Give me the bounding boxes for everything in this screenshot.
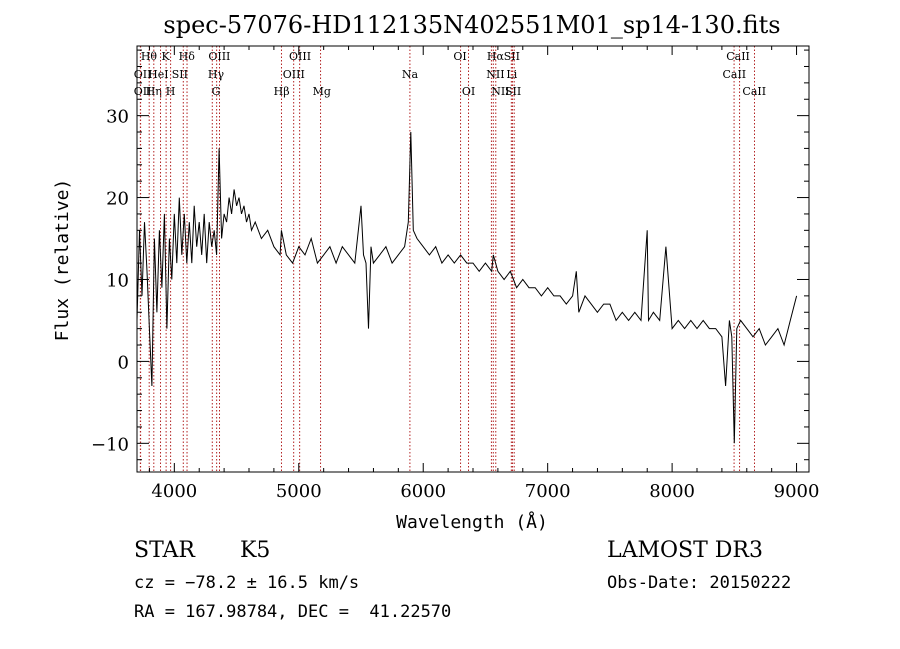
marker-label: HeI bbox=[148, 68, 168, 81]
class-label: STAR bbox=[134, 538, 195, 563]
marker-label: OII bbox=[134, 85, 152, 98]
marker-label: SII bbox=[172, 68, 188, 81]
marker-label: Mg bbox=[313, 85, 331, 98]
marker-label: G bbox=[212, 85, 221, 98]
marker-label: Hδ bbox=[179, 50, 196, 63]
marker-label: K bbox=[162, 50, 171, 63]
subclass-label: K5 bbox=[240, 538, 271, 563]
survey-label: LAMOST DR3 bbox=[607, 538, 763, 563]
obs-date-text: Obs-Date: 20150222 bbox=[607, 573, 792, 593]
marker-label: OIII bbox=[283, 68, 305, 81]
x-tick-label: 9000 bbox=[774, 481, 820, 502]
marker-label: Hη bbox=[146, 85, 162, 98]
redshift-text: cz = −78.2 ± 16.5 km/s bbox=[134, 573, 360, 593]
marker-label: OIII bbox=[289, 50, 311, 63]
series-group bbox=[136, 131, 798, 444]
y-axis-label: Flux (relative) bbox=[52, 179, 73, 342]
y-tick-label: 30 bbox=[106, 107, 129, 128]
spectrum-line bbox=[136, 131, 798, 444]
marker-label: OI bbox=[453, 50, 466, 63]
y-tick-label: 10 bbox=[106, 270, 129, 291]
x-tick-label: 7000 bbox=[525, 481, 571, 502]
chart-title: spec-57076-HD112135N402551M01_sp14-130.f… bbox=[163, 11, 780, 39]
marker-label: CaII bbox=[722, 68, 746, 81]
marker-label: Na bbox=[402, 68, 419, 81]
marker-label: Hθ bbox=[141, 50, 158, 63]
plot-frame bbox=[136, 45, 810, 473]
marker-label: OI bbox=[462, 85, 475, 98]
coords-text: RA = 167.98784, DEC = 41.22570 bbox=[134, 602, 452, 622]
x-tick-label: 8000 bbox=[649, 481, 695, 502]
x-axis-label: Wavelength (Å) bbox=[396, 511, 548, 533]
marker-label: OII bbox=[134, 68, 152, 81]
marker-label: CaII bbox=[726, 50, 750, 63]
y-tick-label: −10 bbox=[91, 434, 129, 455]
x-tick-label: 6000 bbox=[400, 481, 446, 502]
marker-label: SII bbox=[505, 85, 521, 98]
marker-label: Hγ bbox=[208, 68, 225, 81]
axes: 4000 5000 6000 7000 8000 9000 −10 0 10 20 30 bbox=[91, 46, 819, 502]
y-tick-label: 0 bbox=[118, 352, 129, 373]
marker-label: CaII bbox=[742, 85, 766, 98]
y-tick-label: 20 bbox=[106, 189, 129, 210]
marker-label: OIII bbox=[208, 50, 230, 63]
x-tick-label: 4000 bbox=[151, 481, 197, 502]
x-tick-label: 5000 bbox=[276, 481, 322, 502]
marker-label: NII bbox=[491, 85, 509, 98]
marker-label: H bbox=[166, 85, 176, 98]
marker-label: Hβ bbox=[274, 85, 290, 98]
marker-label: Li bbox=[506, 68, 517, 81]
